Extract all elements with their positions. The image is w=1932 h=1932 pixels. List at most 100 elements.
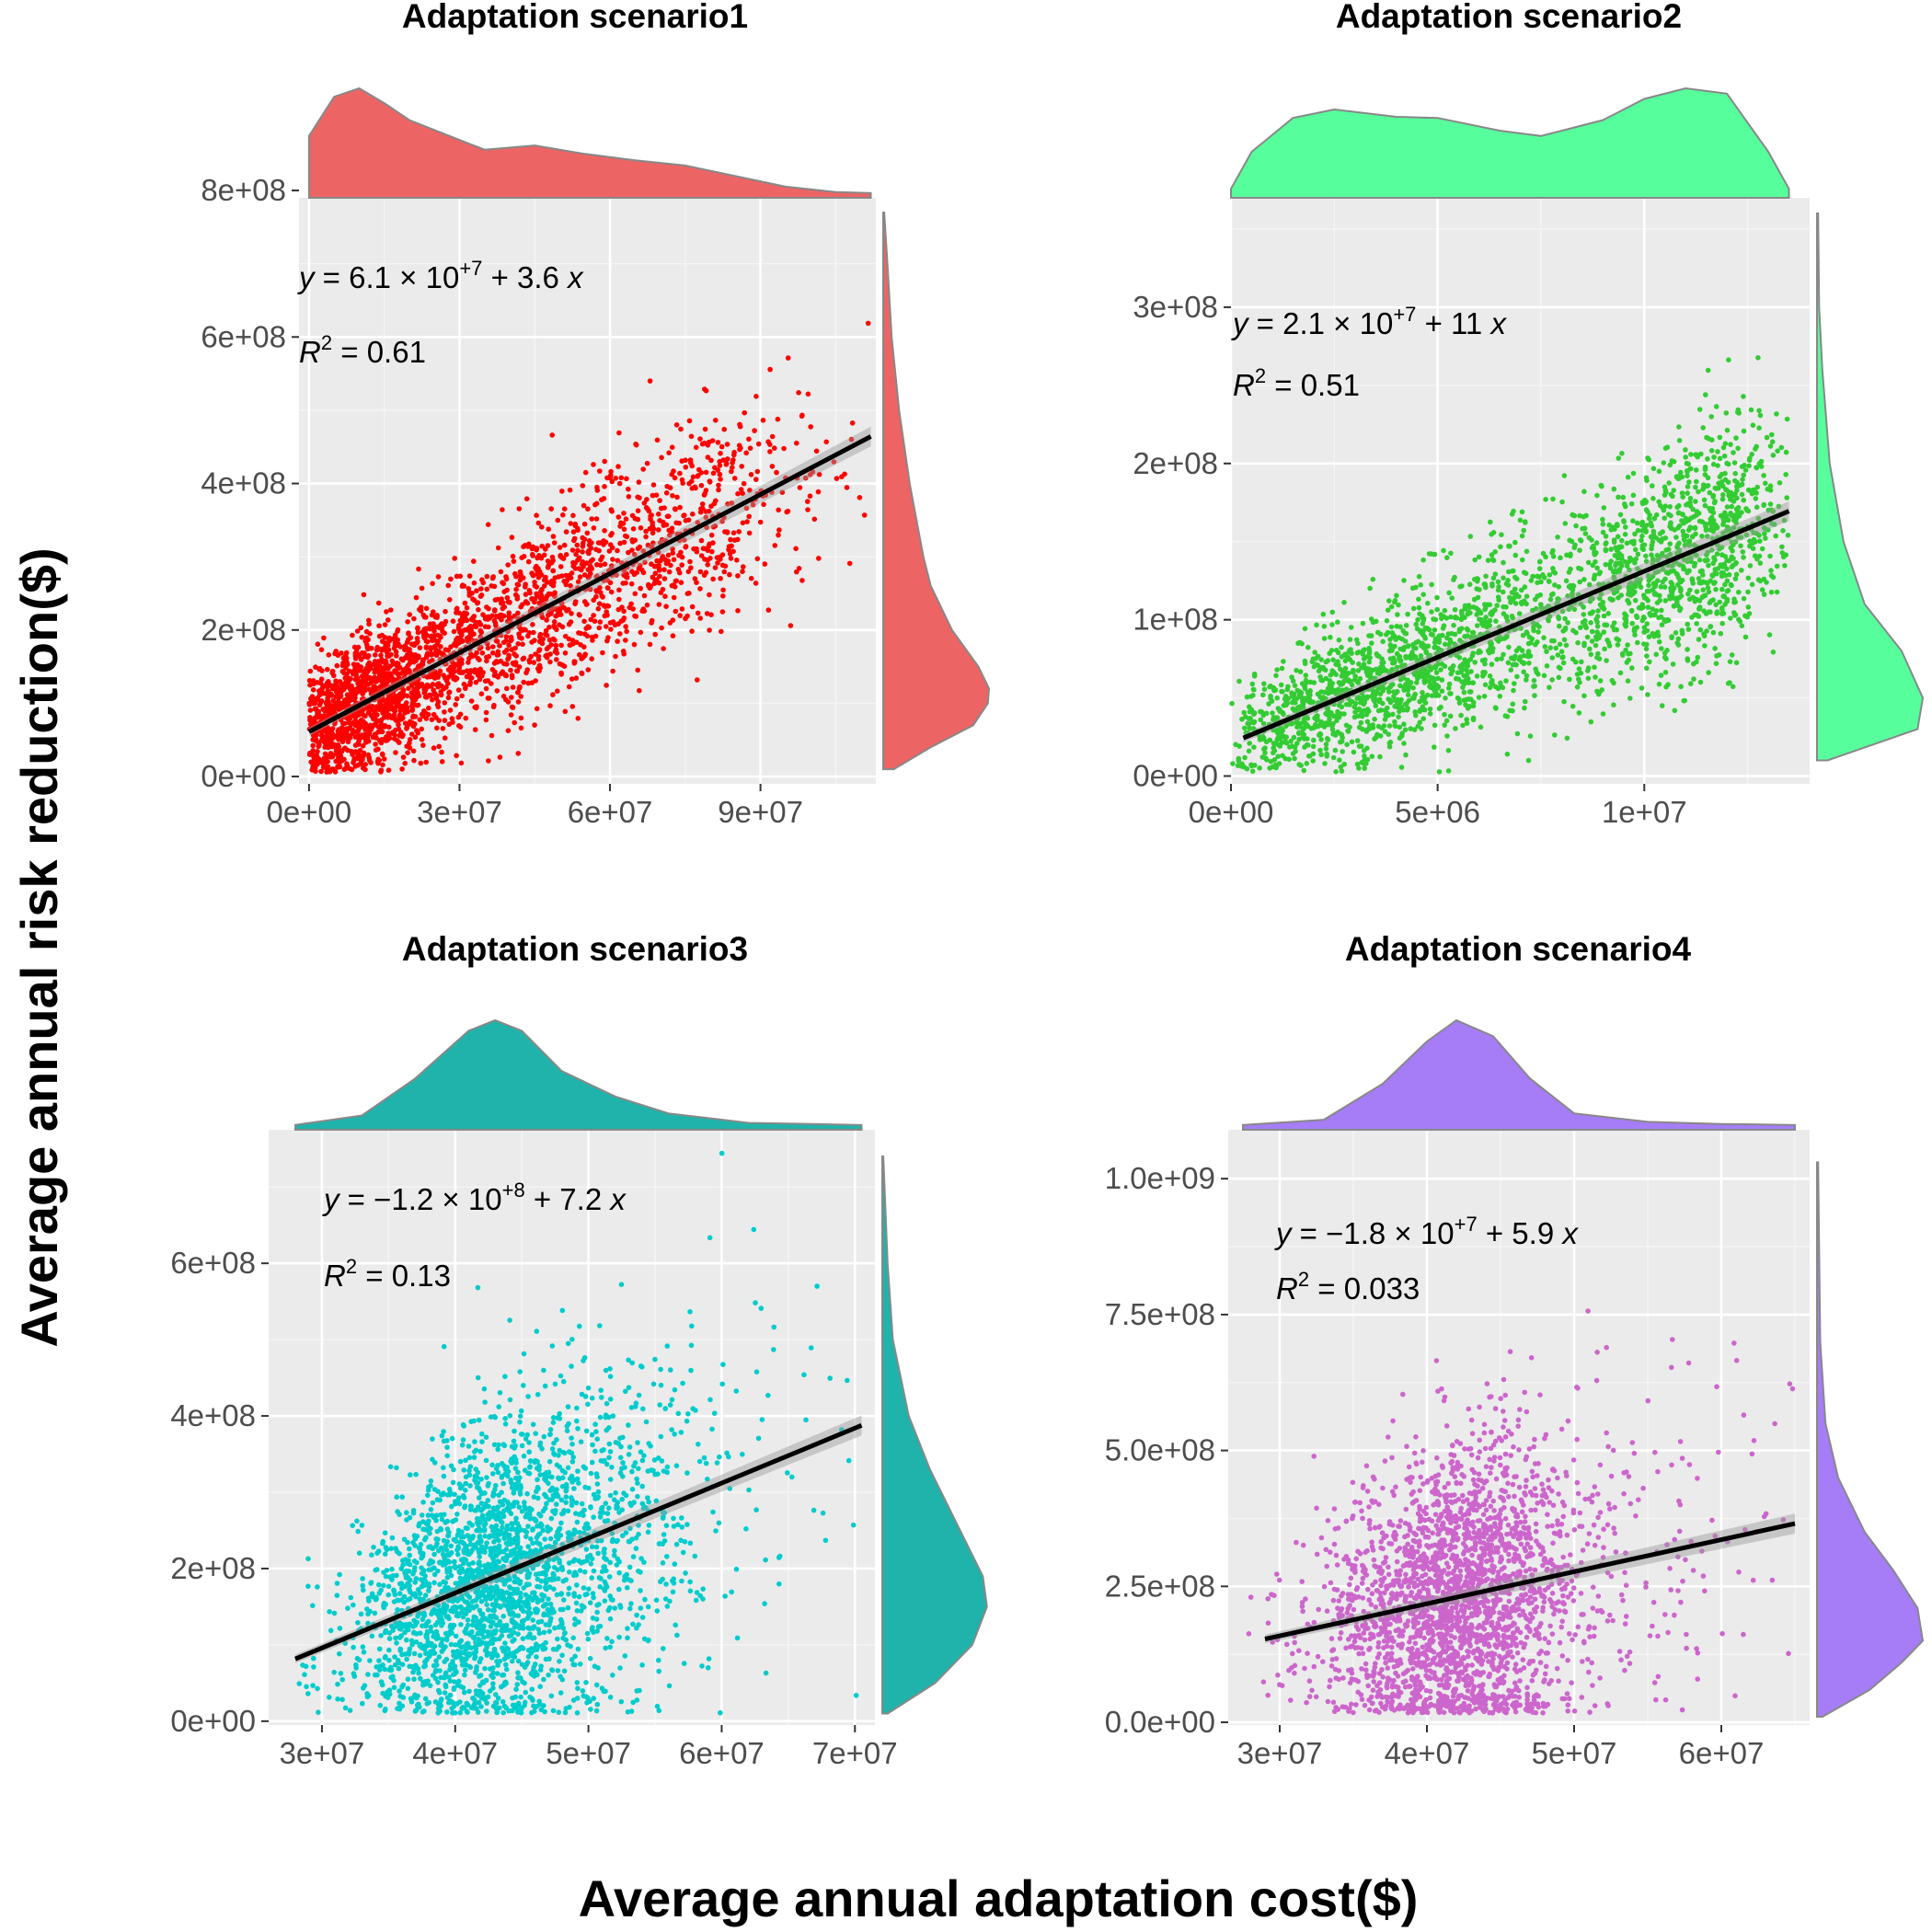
data-point — [1617, 512, 1624, 518]
data-point — [1374, 652, 1381, 659]
data-point — [1763, 480, 1768, 487]
data-point — [461, 583, 467, 589]
data-point — [1329, 609, 1336, 615]
data-point — [726, 546, 731, 553]
data-point — [546, 526, 551, 532]
data-point — [374, 705, 380, 711]
data-point — [1402, 727, 1409, 732]
data-point — [580, 544, 586, 549]
data-point — [546, 562, 552, 569]
data-point — [649, 561, 654, 567]
y-axis-title: Average annual risk reduction($) — [10, 547, 68, 1347]
data-point — [561, 506, 568, 512]
y-tick-label: 2e+08 — [1133, 446, 1218, 480]
data-point — [316, 702, 323, 707]
data-point — [1358, 719, 1364, 726]
data-point — [1735, 445, 1741, 452]
data-point — [1672, 707, 1678, 714]
data-point — [683, 518, 689, 523]
data-point — [767, 449, 773, 454]
data-point — [608, 589, 615, 595]
data-point — [332, 769, 339, 775]
data-point — [561, 542, 568, 548]
data-point — [1368, 616, 1374, 622]
data-point — [742, 409, 747, 416]
data-point — [736, 529, 742, 535]
data-point — [589, 656, 594, 661]
data-point — [307, 707, 314, 713]
data-point — [1622, 615, 1627, 621]
data-point — [1302, 661, 1308, 667]
data-point — [857, 495, 863, 500]
data-point — [799, 578, 805, 583]
data-point — [1601, 606, 1607, 612]
data-point — [524, 544, 531, 549]
data-point — [419, 585, 425, 592]
data-point — [1616, 455, 1622, 461]
r-squared-symbol: R — [299, 335, 321, 369]
data-point — [590, 638, 595, 643]
data-point — [457, 635, 464, 640]
data-point — [637, 687, 642, 694]
data-point — [558, 612, 564, 617]
data-point — [531, 629, 536, 636]
data-point — [436, 743, 443, 750]
data-point — [407, 612, 413, 617]
data-point — [1700, 587, 1706, 592]
data-point — [539, 524, 545, 530]
data-point — [1647, 659, 1652, 665]
data-point — [580, 558, 586, 565]
data-point — [398, 656, 405, 662]
data-point — [683, 544, 689, 549]
data-point — [327, 753, 332, 759]
data-point — [654, 437, 661, 443]
data-point — [532, 599, 537, 605]
data-point — [433, 673, 439, 679]
data-point — [1442, 607, 1448, 614]
data-point — [1596, 656, 1603, 661]
data-point — [1756, 461, 1763, 466]
data-point — [1525, 757, 1532, 764]
data-point — [675, 567, 682, 572]
data-point — [534, 546, 539, 553]
data-point — [713, 418, 719, 423]
data-point — [1467, 689, 1474, 695]
data-point — [478, 691, 485, 696]
data-point — [740, 520, 746, 526]
data-point — [558, 564, 564, 569]
data-point — [1734, 484, 1740, 489]
data-point — [1657, 597, 1662, 604]
data-point — [1706, 670, 1711, 675]
data-point — [365, 646, 371, 652]
data-point — [632, 591, 638, 597]
data-point — [1714, 570, 1719, 577]
data-point — [1688, 452, 1694, 457]
data-point — [1295, 640, 1301, 646]
data-point — [719, 562, 726, 569]
data-point — [382, 724, 387, 730]
data-point — [1667, 541, 1673, 546]
data-point — [509, 704, 515, 710]
data-point — [501, 650, 508, 655]
data-point — [1571, 545, 1578, 550]
data-point — [346, 675, 352, 682]
data-point — [659, 454, 664, 461]
data-point — [650, 492, 656, 499]
data-point — [779, 489, 786, 495]
data-point — [485, 696, 491, 701]
data-point — [1624, 660, 1630, 665]
data-point — [601, 538, 606, 544]
data-point — [1508, 667, 1514, 673]
data-point — [1717, 599, 1722, 605]
data-point — [1656, 681, 1662, 687]
data-point — [1488, 519, 1493, 525]
data-point — [805, 391, 811, 397]
data-point — [1317, 732, 1322, 738]
data-point — [394, 661, 400, 666]
data-point — [431, 621, 436, 627]
data-point — [1300, 726, 1306, 732]
data-point — [1685, 627, 1692, 632]
data-point — [805, 499, 811, 504]
data-point — [1347, 637, 1353, 642]
data-point — [473, 624, 479, 630]
